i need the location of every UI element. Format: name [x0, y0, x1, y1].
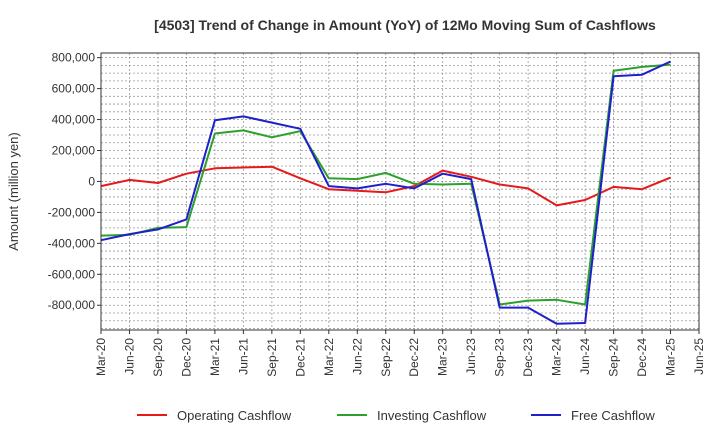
x-tick-label: Mar-21 [208, 338, 222, 376]
x-tick-label: Sep-23 [493, 338, 507, 377]
y-tick-label: 0 [88, 174, 95, 188]
x-axis-ticks: Mar-20 Jun-20 Sep-20 Dec-20 Mar-21 Jun-21 Sep-… [94, 330, 706, 377]
x-tick-label: Mar-23 [436, 338, 450, 376]
x-tick-label: Mar-20 [94, 338, 108, 376]
x-tick-label: Mar-25 [664, 338, 678, 376]
x-tick-label: Dec-21 [293, 338, 307, 377]
series-line-free-cashflow [100, 60, 671, 325]
legend-label: Operating Cashflow [177, 408, 292, 423]
y-tick-label: -200,000 [48, 205, 96, 219]
series-line-operating-cashflow [100, 165, 671, 207]
y-axis-ticks: 800,000 600,000 400,000 200,000 0 -200,000 -40… [48, 51, 101, 312]
y-axis-label: Amount (million yen) [6, 132, 21, 251]
plot-area-frame [100, 52, 700, 331]
x-tick-label: Mar-22 [322, 338, 336, 376]
y-tick-label: 200,000 [52, 143, 96, 157]
legend: Operating Cashflow Investing Cashflow Free… [137, 408, 655, 423]
x-tick-label: Jun-20 [122, 338, 136, 375]
x-tick-label: Jun-21 [236, 338, 250, 375]
y-tick-label: -400,000 [48, 236, 96, 250]
x-tick-label: Mar-24 [550, 338, 564, 376]
x-tick-label: Sep-24 [607, 338, 621, 377]
series-line-investing-cashflow [100, 63, 671, 306]
x-tick-label: Jun-24 [578, 338, 592, 375]
x-tick-label: Sep-22 [379, 338, 393, 377]
x-tick-label: Dec-20 [179, 338, 193, 377]
y-tick-label: -600,000 [48, 267, 96, 281]
y-tick-label: 800,000 [52, 51, 96, 65]
x-tick-label: Dec-22 [407, 338, 421, 377]
x-tick-label: Jun-22 [350, 338, 364, 375]
y-tick-label: -800,000 [48, 298, 96, 312]
grid [100, 53, 700, 330]
y-tick-label: 600,000 [52, 82, 96, 96]
x-tick-label: Sep-20 [151, 338, 165, 377]
chart-title: [4503] Trend of Change in Amount (YoY) o… [154, 17, 656, 33]
x-tick-label: Dec-24 [635, 338, 649, 377]
series-lines [100, 60, 671, 325]
x-tick-label: Jun-23 [464, 338, 478, 375]
legend-label: Investing Cashflow [377, 408, 487, 423]
x-tick-label: Sep-21 [265, 338, 279, 377]
legend-label: Free Cashflow [571, 408, 655, 423]
x-tick-label: Dec-23 [521, 338, 535, 377]
x-tick-label: Jun-25 [692, 338, 706, 375]
y-tick-label: 400,000 [52, 113, 96, 127]
